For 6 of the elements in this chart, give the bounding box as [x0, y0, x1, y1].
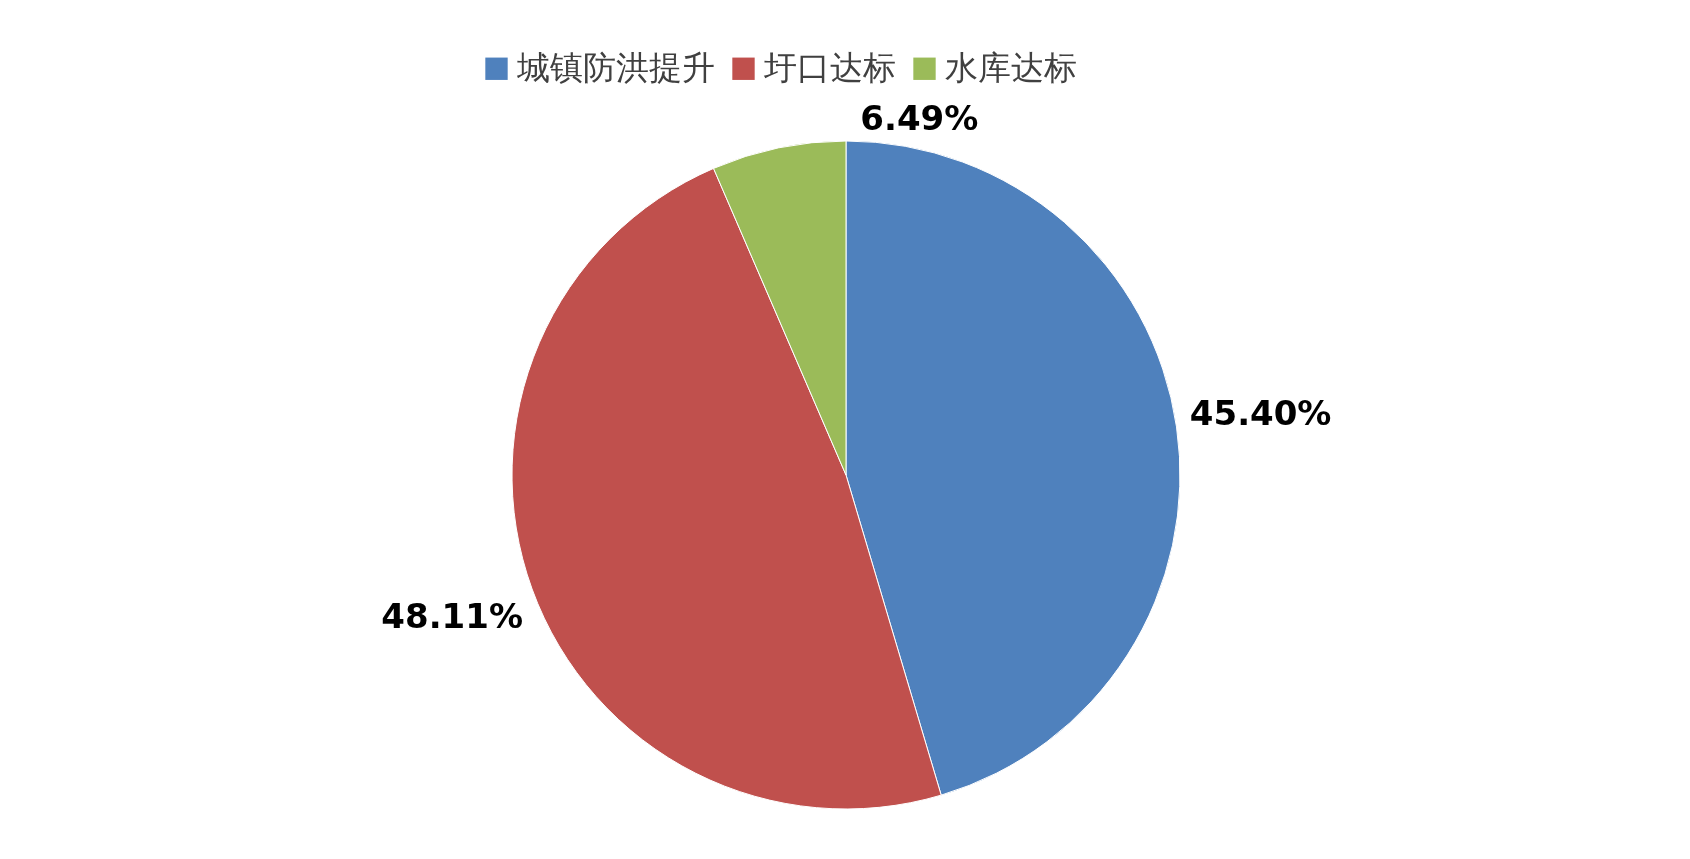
data-label: 6.49% [860, 98, 979, 139]
legend-label: 城镇防洪提升 [516, 47, 715, 87]
legend-label: 水库达标 [945, 47, 1077, 87]
legend-label: 圩口达标 [763, 47, 896, 87]
data-label: 45.40% [1189, 392, 1332, 433]
data-label: 48.11% [381, 596, 523, 637]
